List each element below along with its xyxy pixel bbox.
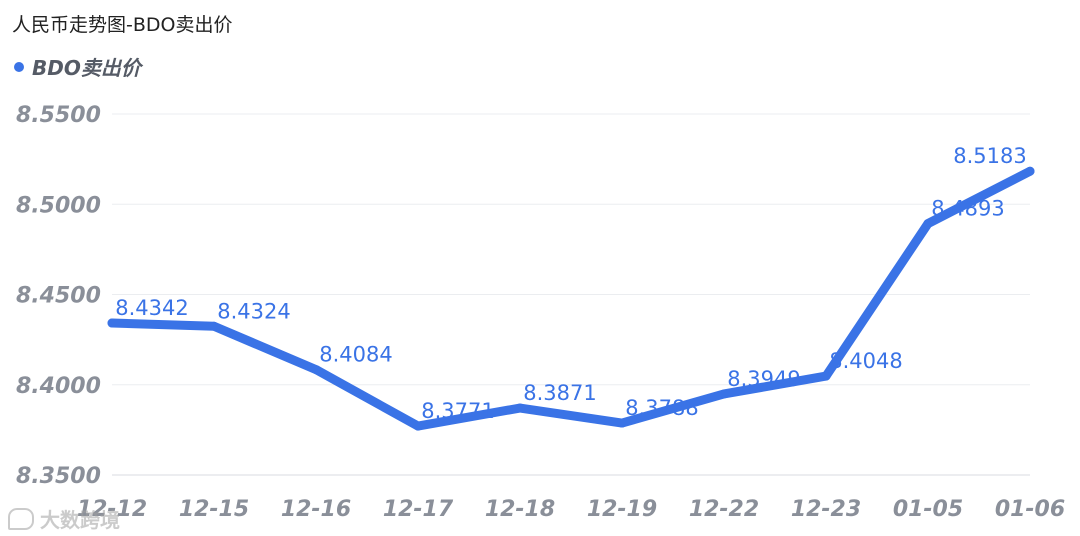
data-point[interactable]	[617, 418, 627, 428]
data-point[interactable]	[413, 421, 423, 431]
data-label: 8.3871	[523, 381, 596, 405]
watermark-text: 大数跨境	[40, 508, 120, 532]
data-point[interactable]	[1025, 166, 1035, 176]
legend[interactable]: BDO卖出价	[14, 52, 141, 81]
x-tick-label: 12-22	[689, 497, 759, 522]
data-label: 8.4342	[115, 296, 188, 320]
x-tick-label: 12-16	[281, 497, 351, 522]
data-label: 8.4048	[829, 349, 902, 373]
data-label: 8.3788	[625, 396, 698, 420]
data-point[interactable]	[311, 365, 321, 375]
data-label: 8.3771	[421, 399, 494, 423]
chart-title: 人民币走势图-BDO卖出价	[12, 14, 233, 36]
x-tick-label: 12-15	[179, 497, 249, 522]
data-point[interactable]	[209, 321, 219, 331]
data-label: 8.4324	[217, 299, 290, 323]
data-label: 8.3949	[727, 367, 800, 391]
x-tick-label: 12-23	[791, 497, 861, 522]
y-tick-label: 8.5000	[16, 193, 101, 218]
y-axis-ticks: 8.3500 8.4000 8.4500 8.5000 8.5500	[16, 103, 101, 489]
legend-label: BDO卖出价	[32, 56, 141, 80]
x-tick-label: 01-05	[893, 497, 963, 522]
data-label: 8.4893	[931, 197, 1004, 221]
gridlines	[112, 113, 1030, 476]
x-tick-label: 01-06	[995, 497, 1065, 522]
x-tick-label: 12-12	[77, 497, 147, 522]
x-tick-label: 12-19	[587, 497, 657, 522]
watermark: 大数跨境	[8, 504, 120, 533]
data-point[interactable]	[107, 318, 117, 328]
y-tick-label: 8.3500	[16, 464, 101, 489]
watermark-logo-icon	[8, 507, 34, 530]
y-tick-label: 8.4500	[16, 284, 101, 309]
series-bdo	[107, 166, 1035, 431]
x-tick-label: 12-17	[383, 497, 454, 522]
data-point[interactable]	[821, 371, 831, 381]
y-tick-label: 8.4000	[16, 374, 101, 399]
data-point[interactable]	[923, 219, 933, 229]
x-tick-label: 12-18	[485, 497, 555, 522]
data-labels: 8.4342 8.4324 8.4084 8.3771 8.3871 8.3788 8.39…	[115, 144, 1026, 423]
data-point[interactable]	[719, 389, 729, 399]
data-point[interactable]	[515, 403, 525, 413]
x-axis-ticks: 12-12 12-15 12-16 12-17 12-18 12-19 12-22 12-23…	[77, 497, 1065, 522]
data-label: 8.4084	[319, 343, 392, 367]
y-tick-label: 8.5500	[16, 103, 101, 128]
legend-marker	[14, 61, 24, 72]
series-line[interactable]	[107, 166, 1035, 431]
data-label: 8.5183	[953, 144, 1026, 168]
